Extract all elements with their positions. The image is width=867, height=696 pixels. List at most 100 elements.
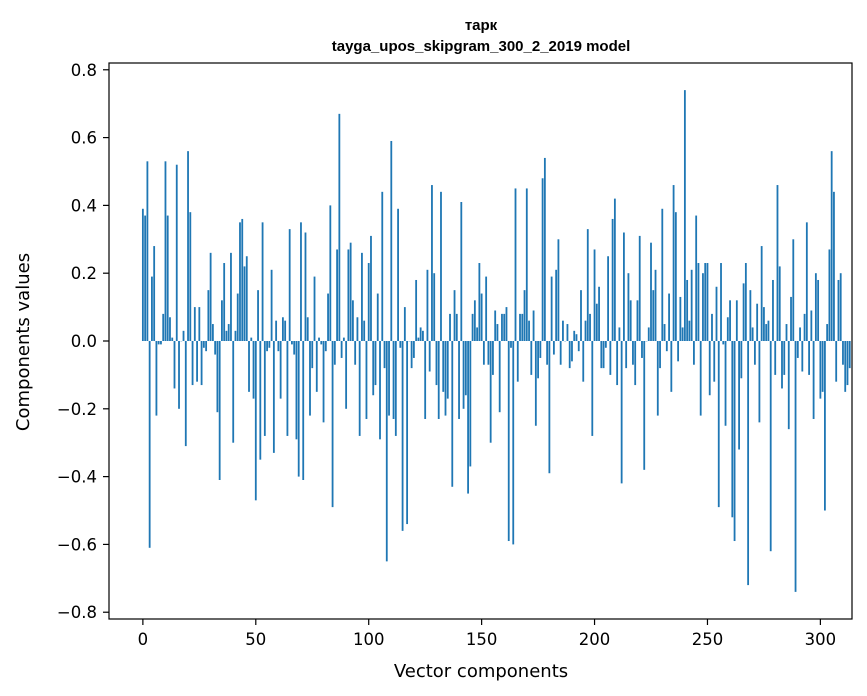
bar [781, 341, 783, 389]
y-tick-label: −0.2 [57, 400, 97, 419]
bar [575, 334, 578, 341]
x-axis-ticks: 0 50 100 150 200 250 300 [138, 619, 836, 649]
y-tick-label: −0.8 [57, 603, 97, 622]
bar [141, 208, 144, 341]
bar [525, 188, 528, 341]
bar [236, 293, 239, 341]
bar [568, 341, 571, 369]
bar [496, 324, 499, 341]
bar [643, 341, 646, 470]
bar [473, 300, 476, 341]
bar [322, 341, 325, 423]
bar [498, 341, 501, 413]
bar [184, 341, 187, 447]
bar [769, 341, 772, 552]
bar [171, 337, 174, 341]
bar [681, 327, 684, 341]
bar [523, 290, 526, 341]
bar [611, 218, 614, 341]
bar [178, 341, 180, 409]
bar [363, 320, 366, 341]
bar [469, 341, 472, 467]
bar [291, 341, 293, 345]
bar [187, 151, 189, 341]
bar [715, 286, 718, 341]
bar [742, 283, 745, 341]
bar [367, 263, 370, 341]
bar [516, 341, 519, 382]
bar [616, 341, 619, 386]
bar [796, 341, 799, 358]
bar [361, 252, 363, 341]
bar [582, 341, 585, 382]
y-tick-label: 0.8 [71, 61, 97, 80]
bar [345, 341, 348, 409]
bar [284, 320, 287, 341]
bar [591, 341, 594, 436]
bar [577, 341, 580, 352]
bar [410, 341, 413, 369]
bar [711, 313, 713, 341]
bar [835, 341, 838, 382]
bar [160, 341, 162, 345]
bar [661, 208, 664, 341]
bar [232, 341, 235, 443]
y-tick-label: 0.6 [71, 129, 97, 148]
bar [354, 341, 357, 365]
bar [810, 310, 813, 341]
bar [388, 341, 390, 416]
bar [221, 300, 223, 341]
bar [704, 263, 707, 341]
bar [706, 263, 709, 341]
bar [747, 341, 750, 586]
bar [164, 161, 167, 341]
bar [699, 341, 702, 416]
bar [501, 313, 503, 341]
bar [794, 341, 797, 592]
bar [207, 290, 210, 341]
bar [376, 293, 379, 341]
bar [272, 341, 275, 453]
bar [602, 341, 605, 369]
bar [182, 330, 185, 341]
bar [211, 324, 214, 341]
bar [383, 341, 386, 369]
bar [415, 279, 418, 341]
bar [521, 313, 524, 341]
bar [778, 266, 781, 341]
bar [431, 185, 433, 341]
bar [683, 90, 686, 342]
bar [665, 341, 668, 352]
bar [318, 337, 320, 341]
bar [485, 276, 488, 341]
bar [548, 341, 551, 474]
bar [717, 341, 720, 508]
bar [505, 307, 508, 341]
bar [489, 341, 492, 443]
bar [225, 330, 228, 341]
bar [446, 341, 449, 399]
bar [638, 235, 641, 341]
bar [293, 341, 296, 355]
x-tick-label: 50 [245, 630, 266, 649]
bar [309, 341, 311, 416]
x-tick-label: 100 [353, 630, 385, 649]
bar [286, 341, 289, 436]
bar [848, 341, 851, 369]
bar [668, 293, 670, 341]
bar [385, 341, 388, 562]
bar [672, 185, 675, 341]
bar [209, 252, 212, 341]
bar [663, 324, 666, 341]
bar [751, 327, 754, 341]
bar [437, 341, 440, 419]
bar [571, 341, 573, 362]
bar [670, 341, 673, 392]
x-axis-label: Vector components [394, 661, 568, 682]
bar [609, 341, 612, 375]
bar [749, 290, 752, 341]
bar [248, 341, 250, 392]
bar [259, 341, 262, 460]
bar [744, 263, 747, 341]
